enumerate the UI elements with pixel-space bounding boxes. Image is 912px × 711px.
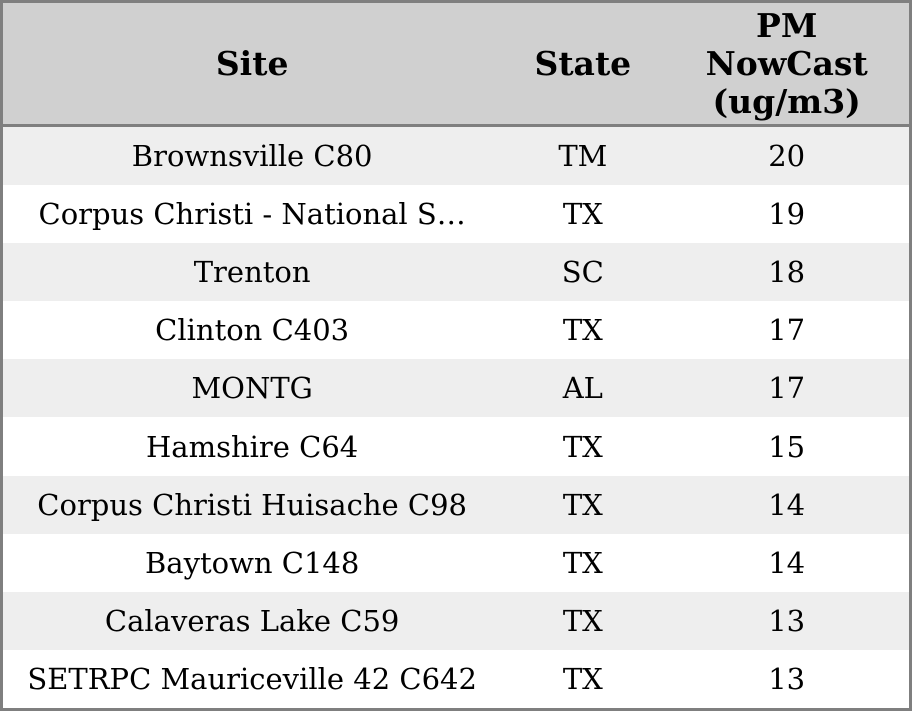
- pm-cell: 17: [768, 313, 806, 348]
- table-row: Trenton SC 18: [3, 243, 909, 302]
- site-cell: Calaveras Lake C59: [104, 603, 400, 638]
- site-cell: Corpus Christi Huisache C98: [37, 487, 467, 522]
- pm-cell: 13: [768, 603, 806, 638]
- site-cell: Clinton C403: [155, 313, 350, 348]
- table-body: Brownsville C80 TM 20 Corpus Christi - N…: [3, 127, 909, 708]
- state-cell: TX: [562, 313, 603, 348]
- site-cell: SETRPC Mauriceville 42 C642: [27, 661, 477, 696]
- pm-cell: 18: [768, 255, 806, 290]
- pm-cell: 13: [768, 661, 806, 696]
- state-cell: AL: [562, 371, 603, 406]
- table-row: Clinton C403 TX 17: [3, 301, 909, 360]
- pm-cell: 14: [768, 545, 806, 580]
- state-cell: TX: [562, 197, 603, 232]
- state-cell: TX: [562, 603, 603, 638]
- pm-cell: 20: [768, 139, 806, 174]
- site-cell: Brownsville C80: [131, 139, 373, 174]
- state-cell: TX: [562, 487, 603, 522]
- state-cell: TM: [558, 139, 608, 174]
- site-cell: Hamshire C64: [146, 429, 359, 464]
- table-row: Baytown C148 TX 14: [3, 533, 909, 592]
- site-cell: Trenton: [193, 255, 311, 290]
- table-row: Calaveras Lake C59 TX 13: [3, 591, 909, 650]
- pm-cell: 15: [768, 429, 806, 464]
- table-row: SETRPC Mauriceville 42 C642 TX 13: [3, 649, 909, 708]
- table-row: MONTG AL 17: [3, 359, 909, 418]
- column-header-pm-nowcast: PM NowCast (ug/m3): [705, 5, 868, 121]
- pm-cell: 17: [768, 371, 806, 406]
- pm-cell: 19: [768, 197, 806, 232]
- state-cell: SC: [561, 255, 604, 290]
- state-cell: TX: [562, 545, 603, 580]
- table-row: Corpus Christi - National S… TX 19: [3, 185, 909, 244]
- table-row: Hamshire C64 TX 15: [3, 417, 909, 476]
- column-header-state: State: [534, 43, 632, 83]
- table-header-row: Site State PM NowCast (ug/m3): [3, 3, 909, 127]
- site-cell: Baytown C148: [144, 545, 360, 580]
- table-row: Corpus Christi Huisache C98 TX 14: [3, 475, 909, 534]
- state-cell: TX: [562, 429, 603, 464]
- pm-cell: 14: [768, 487, 806, 522]
- site-cell: MONTG: [191, 371, 313, 406]
- site-cell: Corpus Christi - National S…: [38, 197, 466, 232]
- table-row: Brownsville C80 TM 20: [3, 127, 909, 186]
- column-header-site: Site: [215, 43, 289, 83]
- state-cell: TX: [562, 661, 603, 696]
